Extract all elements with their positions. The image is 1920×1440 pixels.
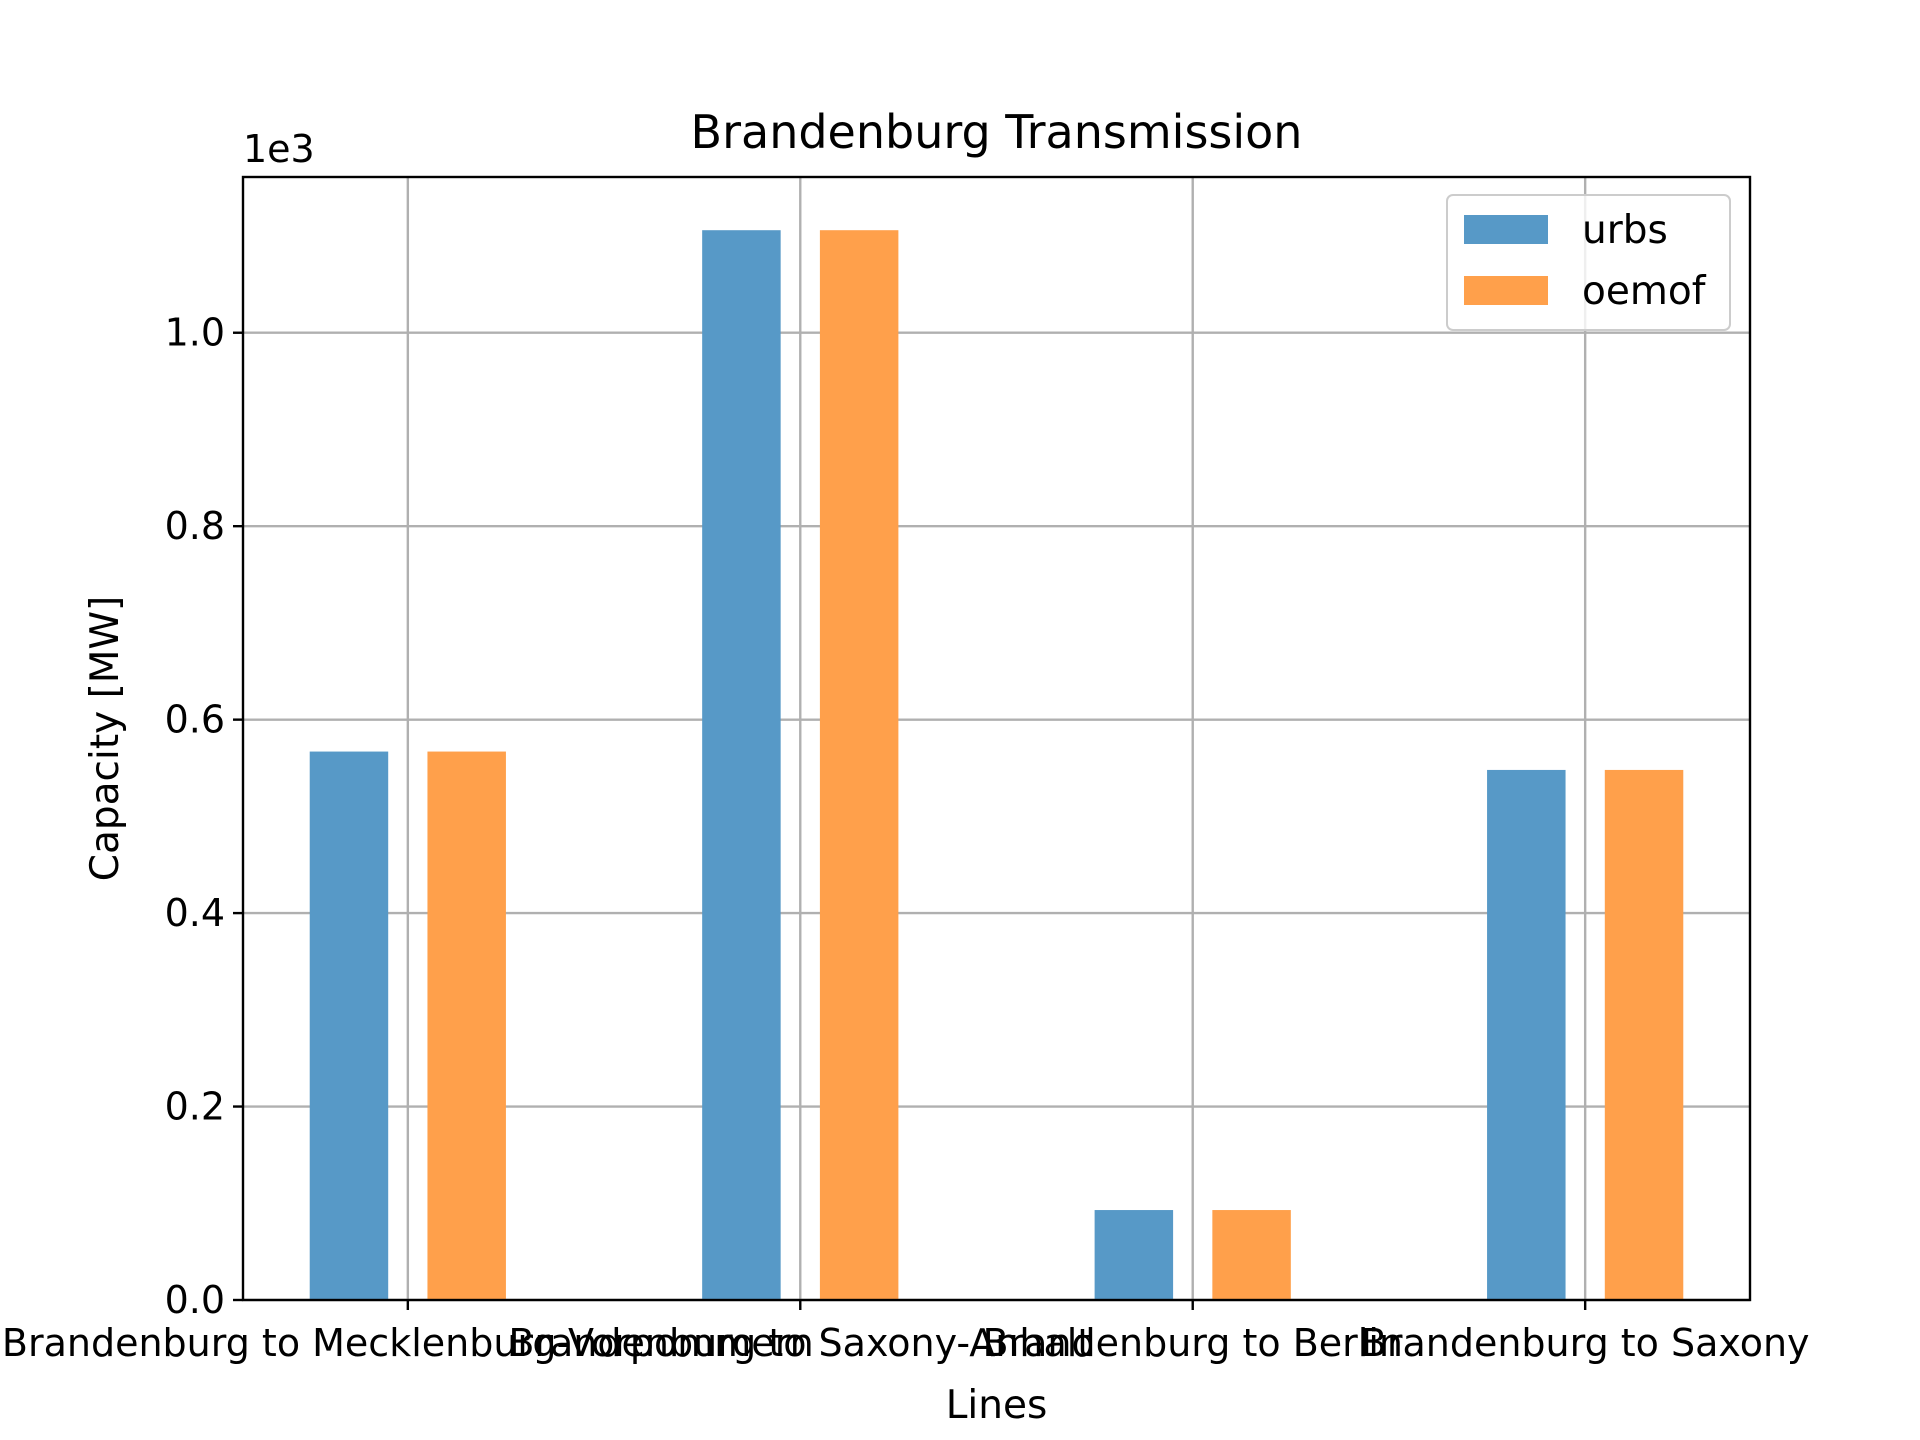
y-tick-label: 0.8 bbox=[165, 504, 225, 548]
chart-title: Brandenburg Transmission bbox=[691, 105, 1303, 159]
bars bbox=[309, 230, 1684, 1300]
y-tick-label: 1.0 bbox=[165, 311, 225, 355]
legend: urbs oemof bbox=[1446, 194, 1731, 331]
y-axis-offset-label: 1e3 bbox=[243, 127, 315, 171]
bar-urbs bbox=[1094, 1210, 1174, 1300]
y-tick-label: 0.6 bbox=[165, 698, 225, 742]
y-tick-label: 0.2 bbox=[165, 1085, 225, 1129]
legend-swatch-urbs bbox=[1464, 215, 1548, 244]
legend-label-urbs: urbs bbox=[1582, 208, 1668, 253]
x-tick-label: Brandenburg to Saxony bbox=[1361, 1321, 1810, 1365]
x-axis-label: Lines bbox=[946, 1383, 1048, 1428]
plot-frame bbox=[241, 175, 1752, 1302]
bar-urbs bbox=[1487, 769, 1566, 1300]
ticks: 0.0 0.2 0.4 0.6 0.8 1.0 Brandenburg to Mecklen… bbox=[2, 311, 1810, 1365]
bar-urbs bbox=[309, 751, 389, 1300]
x-tick-label: Brandenburg to Berlin bbox=[982, 1321, 1403, 1365]
legend-label-oemof: oemof bbox=[1582, 269, 1707, 314]
y-axis-label: Capacity [MW] bbox=[83, 596, 128, 881]
bar-oemof bbox=[1212, 1210, 1291, 1300]
bar-oemof bbox=[819, 230, 899, 1300]
x-tick-label: Brandenburg to Saxony-Anhalt bbox=[508, 1321, 1092, 1365]
y-tick-label: 0.4 bbox=[165, 891, 225, 935]
legend-swatch-oemof bbox=[1464, 276, 1548, 305]
bar-oemof bbox=[427, 751, 506, 1300]
axes bbox=[241, 175, 1752, 1302]
x-tick-label: Brandenburg to Mecklenburg-Vorpommern bbox=[2, 1321, 814, 1365]
bar-urbs bbox=[702, 230, 781, 1300]
y-tick-label: 0.0 bbox=[165, 1278, 225, 1322]
bar-oemof bbox=[1604, 769, 1684, 1300]
